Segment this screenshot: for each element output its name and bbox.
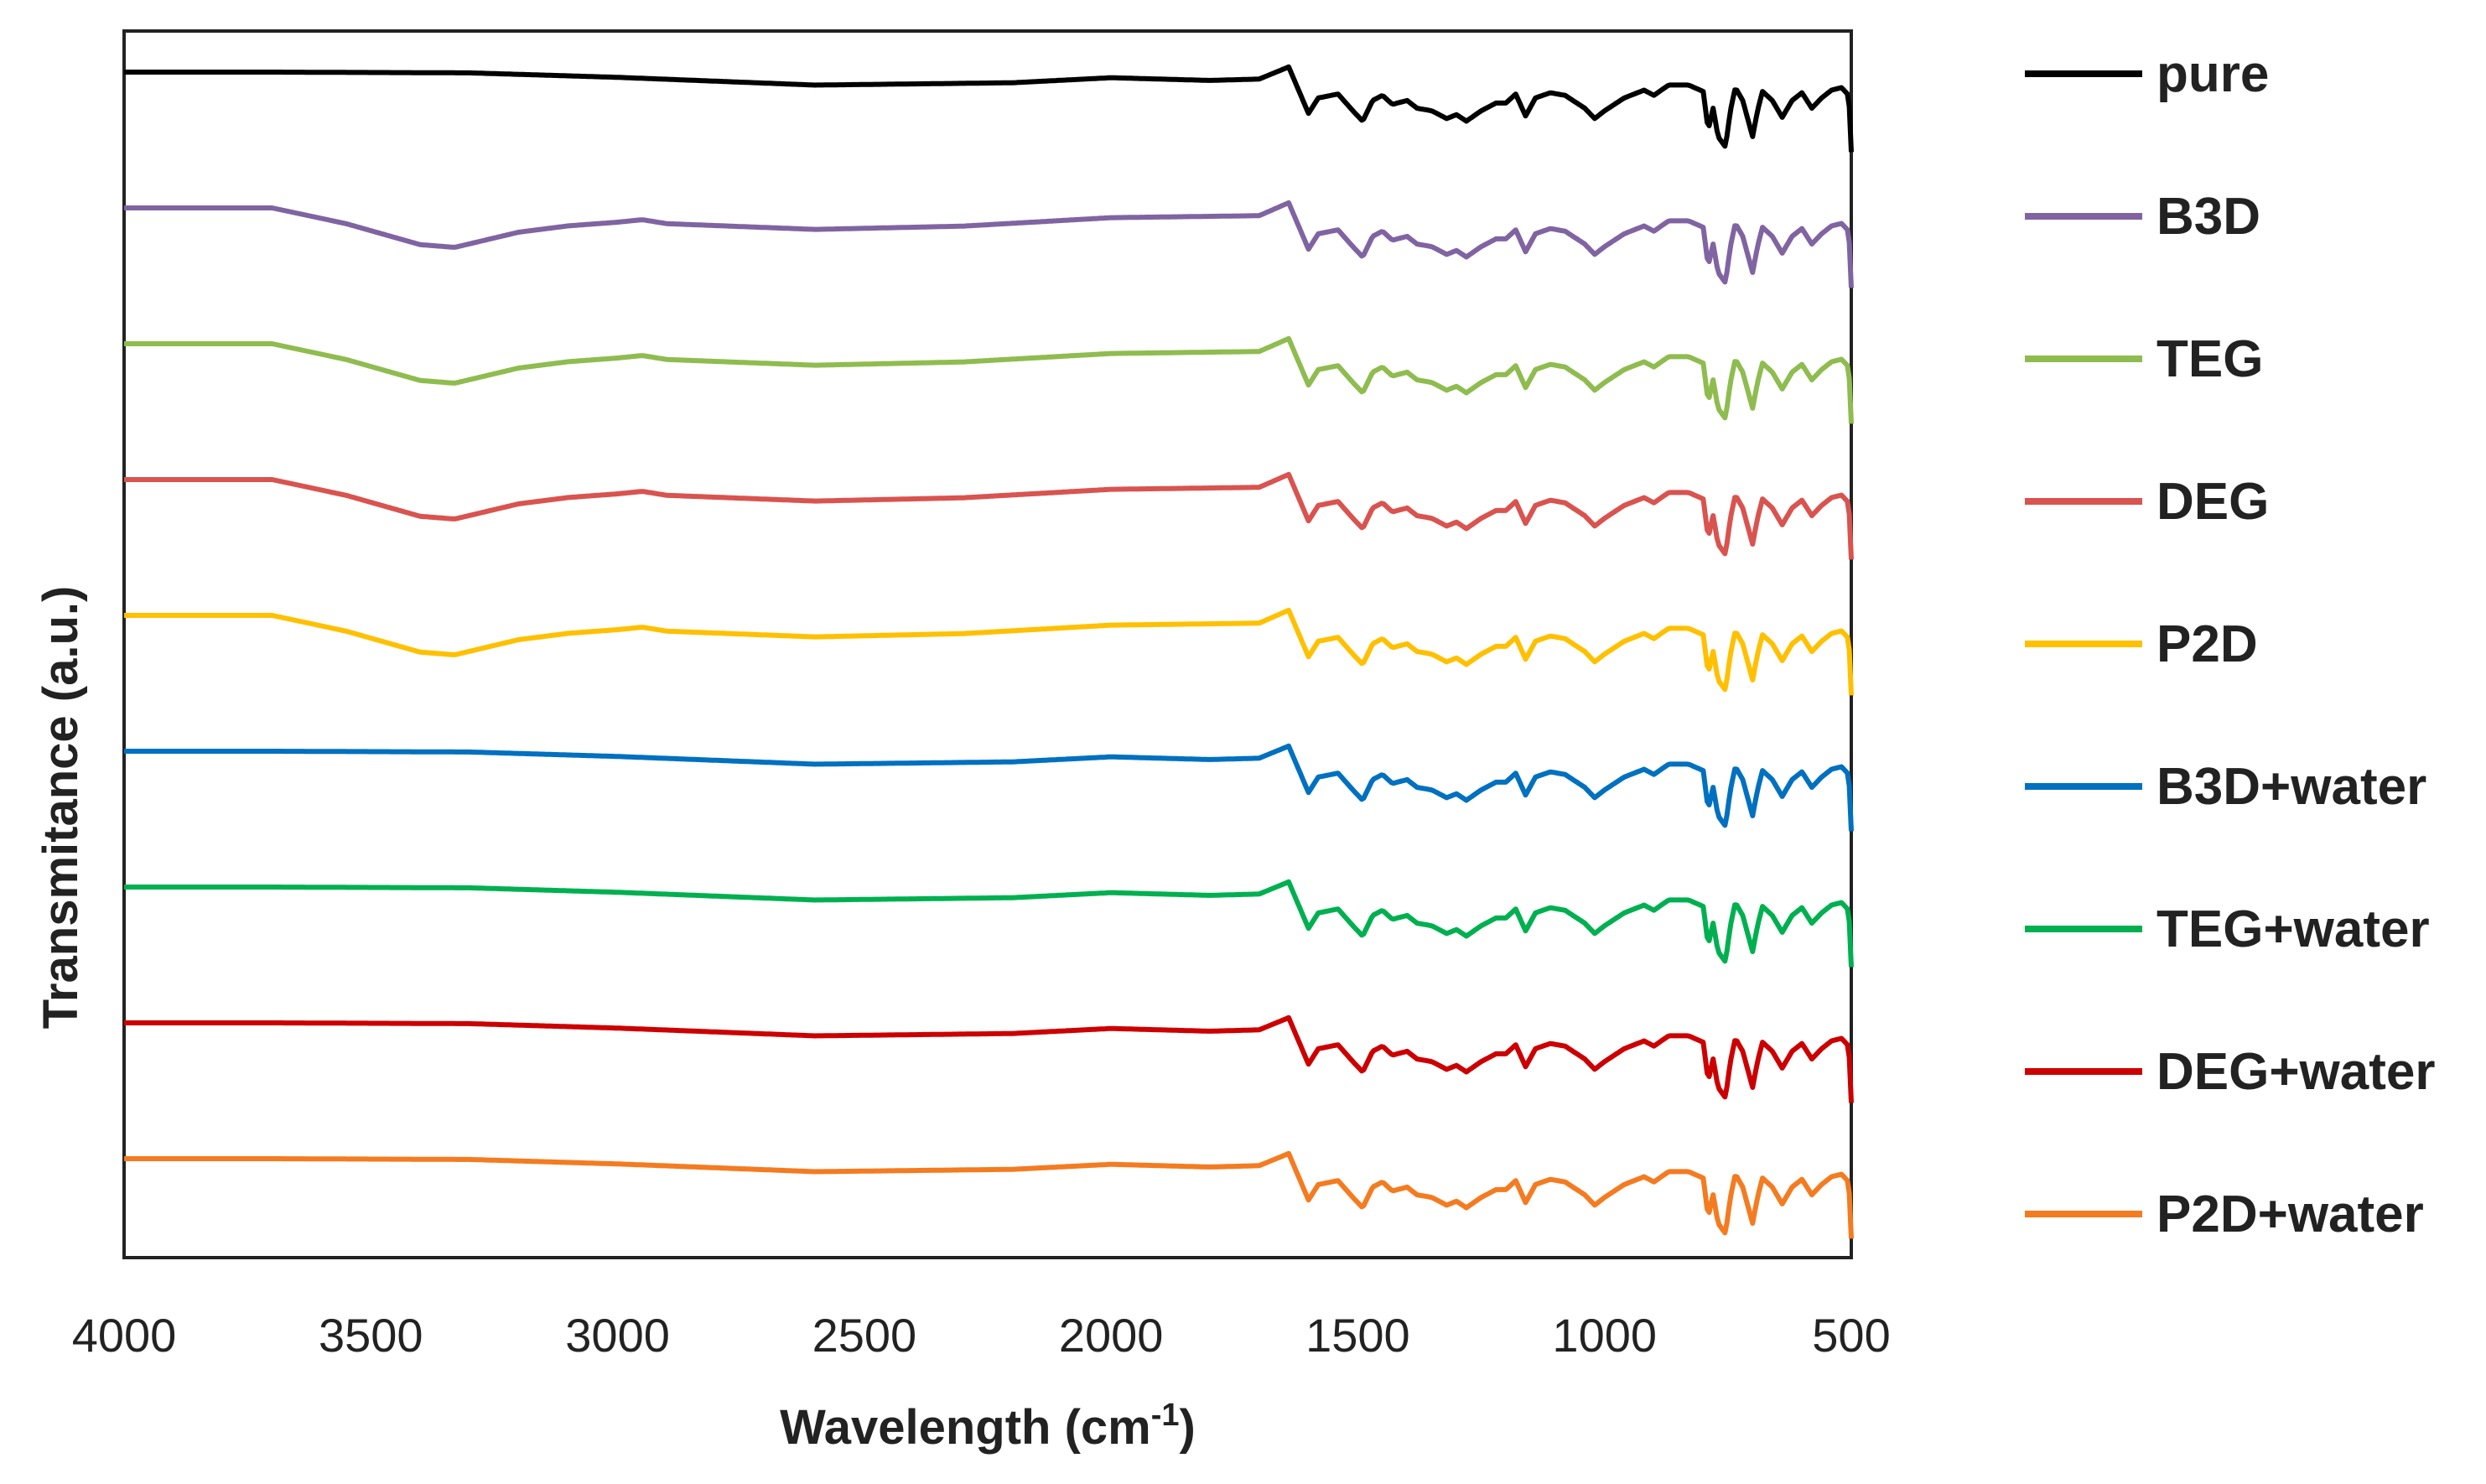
x-tick-label-2000: 2000 bbox=[1059, 1309, 1164, 1362]
y-axis-label: Transmitance (a.u.) bbox=[34, 586, 88, 1030]
series-line-p2d-water bbox=[123, 1150, 1854, 1239]
x-tick-label-500: 500 bbox=[1812, 1309, 1890, 1362]
legend-label: B3D bbox=[2156, 188, 2260, 246]
x-tick-label-2500: 2500 bbox=[812, 1309, 917, 1362]
legend-item-deg-water: DEG+water bbox=[2025, 1043, 2436, 1101]
x-tick-label-4000: 4000 bbox=[72, 1309, 177, 1362]
x-tick-label-1500: 1500 bbox=[1305, 1309, 1410, 1362]
series-line-b3d bbox=[123, 200, 1854, 288]
legend-label: B3D+water bbox=[2156, 758, 2426, 816]
x-axis-label-main: Wavelength (cm bbox=[780, 1400, 1151, 1455]
legend-item-b3d-water: B3D+water bbox=[2025, 758, 2426, 816]
series-line-b3d-water bbox=[123, 743, 1854, 832]
x-tick-label-3000: 3000 bbox=[565, 1309, 670, 1362]
series-line-pure bbox=[123, 64, 1854, 153]
legend-label: TEG bbox=[2156, 330, 2263, 388]
x-axis-label-end: ) bbox=[1180, 1400, 1196, 1455]
legend-item-b3d: B3D bbox=[2025, 188, 2260, 246]
legend-item-teg: TEG bbox=[2025, 330, 2263, 388]
series-line-teg bbox=[123, 335, 1854, 424]
legend-item-deg: DEG bbox=[2025, 473, 2269, 531]
legend-label: DEG+water bbox=[2156, 1043, 2436, 1101]
legend-label: P2D bbox=[2156, 615, 2258, 673]
legend-item-teg-water: TEG+water bbox=[2025, 900, 2430, 958]
series-line-deg-water bbox=[123, 1014, 1854, 1103]
series-line-deg bbox=[123, 471, 1854, 560]
plot-area bbox=[122, 29, 1853, 1259]
legend-item-p2d-water: P2D+water bbox=[2025, 1186, 2424, 1243]
legend: pure B3D TEG DEG P2D B3D+water TEG+water DEG+wa… bbox=[2025, 45, 2436, 1243]
x-tick-label-3500: 3500 bbox=[319, 1309, 423, 1362]
legend-item-p2d: P2D bbox=[2025, 615, 2258, 673]
x-tick-label-1000: 1000 bbox=[1552, 1309, 1657, 1362]
legend-label: pure bbox=[2156, 45, 2269, 103]
x-tick-labels: 4000 3500 3000 2500 2000 1500 1000 500 bbox=[72, 1309, 1891, 1362]
x-axis-label: Wavelength (cm-1) bbox=[780, 1398, 1196, 1455]
legend-item-pure: pure bbox=[2025, 45, 2269, 103]
legend-label: TEG+water bbox=[2156, 900, 2430, 958]
x-axis-label-sup: -1 bbox=[1151, 1398, 1180, 1433]
legend-label: DEG bbox=[2156, 473, 2269, 531]
legend-label: P2D+water bbox=[2156, 1186, 2424, 1243]
series-line-teg-water bbox=[123, 879, 1854, 968]
series-layer bbox=[123, 64, 1854, 1239]
series-line-p2d bbox=[123, 607, 1854, 696]
